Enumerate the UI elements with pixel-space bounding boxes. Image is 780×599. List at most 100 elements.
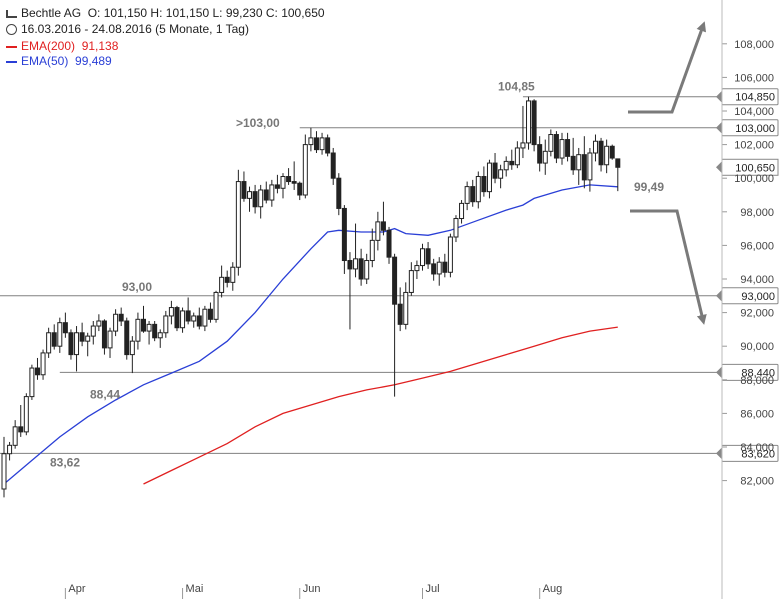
x-tick-label: Jun xyxy=(303,583,321,595)
candle-body-down xyxy=(481,176,487,193)
candle xyxy=(18,405,24,437)
candle xyxy=(330,147,336,185)
candle xyxy=(615,158,621,192)
candle xyxy=(51,324,57,350)
candle xyxy=(403,282,409,330)
price-annotation: 93,00 xyxy=(122,280,152,294)
candle xyxy=(107,327,113,358)
candle-body-up xyxy=(408,270,414,293)
candle-body-up xyxy=(1,453,7,490)
candle-body-up xyxy=(40,352,46,376)
y-tick-label: 96,000 xyxy=(740,240,774,252)
candle-body-down xyxy=(152,323,158,339)
candle-body-up xyxy=(375,221,381,241)
x-tick-label: Mai xyxy=(186,583,204,595)
candle-body-up xyxy=(587,152,593,181)
candle-body-down xyxy=(553,134,559,159)
candle-body-down xyxy=(297,182,303,196)
last-price-pointer xyxy=(716,161,722,174)
candle-body-up xyxy=(7,444,13,455)
legend-ema50: EMA(50) 99,489 xyxy=(6,54,112,68)
candle-body-up xyxy=(475,176,481,203)
candle-body-up xyxy=(230,266,236,283)
candle xyxy=(196,307,202,330)
candle xyxy=(431,258,437,281)
candle-body-down xyxy=(124,320,130,356)
candle-body-down xyxy=(615,158,621,168)
candle-body-up xyxy=(202,308,208,327)
ema200-line xyxy=(143,326,618,485)
candle xyxy=(280,173,286,199)
candle xyxy=(380,201,386,236)
candle-body-down xyxy=(68,332,74,356)
clock-icon xyxy=(6,24,17,36)
candle xyxy=(7,441,13,461)
candle xyxy=(141,305,146,333)
candle-body-down xyxy=(609,145,615,159)
candle-body-up xyxy=(85,335,91,342)
candle xyxy=(124,317,130,360)
y-tick-label: 86,000 xyxy=(740,408,774,420)
candle-body-down xyxy=(263,189,269,201)
trend-icon xyxy=(6,9,17,18)
candle xyxy=(252,184,258,214)
candle xyxy=(74,326,80,372)
candle xyxy=(486,159,492,199)
candle-body-down xyxy=(101,320,107,349)
candle-body-up xyxy=(308,137,314,146)
candle-body-up xyxy=(364,260,370,280)
y-tick-label: 92,000 xyxy=(740,308,774,320)
candle xyxy=(570,137,576,175)
candle xyxy=(241,171,247,202)
candle xyxy=(157,329,163,348)
candle-body-down xyxy=(509,160,515,166)
candle xyxy=(565,132,571,162)
candle-body-down xyxy=(313,137,319,151)
y-tick-label: 100,000 xyxy=(734,173,774,185)
candle-body-down xyxy=(531,100,537,146)
candle-body-up xyxy=(559,139,565,159)
candle xyxy=(213,290,219,323)
candle xyxy=(202,305,208,332)
candle-body-down xyxy=(185,310,191,322)
candle xyxy=(442,253,448,278)
ohlc-values: O: 101,150 H: 101,150 L: 99,230 C: 100,6… xyxy=(87,6,325,20)
candle-body-down xyxy=(492,162,498,179)
candle-body-up xyxy=(576,154,582,171)
level-label: 83,620 xyxy=(741,448,775,460)
candle xyxy=(397,287,403,332)
candle-body-up xyxy=(46,332,52,354)
candle xyxy=(520,105,526,159)
ema200-label: EMA(200) xyxy=(21,39,76,53)
candle-body-down xyxy=(392,256,398,305)
price-annotation: 104,85 xyxy=(498,80,535,94)
candle xyxy=(118,307,124,327)
candle-body-up xyxy=(486,162,492,193)
candle-body-down xyxy=(537,144,543,164)
y-tick-label: 94,000 xyxy=(740,274,774,286)
header-ohlc-row: Bechtle AG O: 101,150 H: 101,150 L: 99,2… xyxy=(6,6,325,20)
candle-body-down xyxy=(79,332,85,342)
ema50-value: 99,489 xyxy=(75,54,112,68)
candle-body-up xyxy=(436,261,442,275)
candle xyxy=(219,265,225,298)
candle xyxy=(481,166,487,197)
candle-body-down xyxy=(241,181,247,199)
candle xyxy=(258,184,264,219)
y-tick-label: 98,000 xyxy=(740,207,774,219)
level-pointer xyxy=(716,289,722,302)
candle xyxy=(263,181,269,204)
candle xyxy=(101,319,107,355)
candle-body-up xyxy=(302,144,308,196)
candle xyxy=(475,171,481,209)
candle-body-down xyxy=(330,152,336,179)
candle-body-down xyxy=(18,426,24,433)
level-pointer xyxy=(716,447,722,460)
candle xyxy=(269,179,275,207)
candle-body-up xyxy=(135,318,141,342)
candle xyxy=(453,215,459,243)
candle xyxy=(325,134,331,157)
candle-body-up xyxy=(12,426,18,446)
candle-body-down xyxy=(341,207,347,262)
candle xyxy=(537,136,543,172)
